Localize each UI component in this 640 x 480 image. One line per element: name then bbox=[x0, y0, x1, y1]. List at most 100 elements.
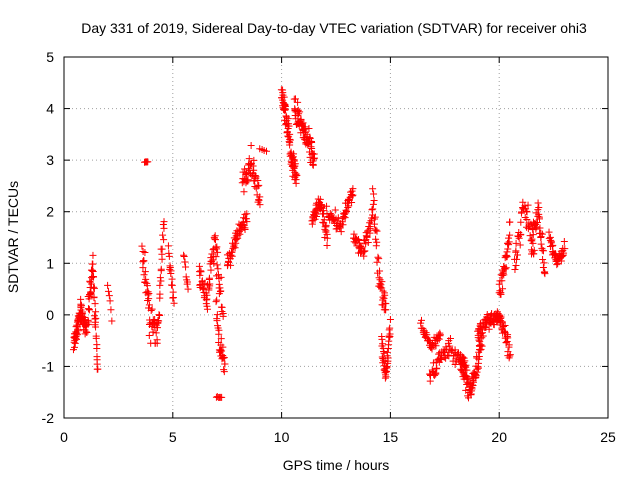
data-point-marker bbox=[378, 335, 386, 343]
data-point-marker bbox=[250, 166, 258, 174]
data-point-marker bbox=[93, 356, 101, 364]
data-point-marker bbox=[560, 238, 568, 246]
data-point-marker bbox=[374, 253, 382, 261]
data-point-marker bbox=[497, 313, 505, 321]
data-point-marker bbox=[285, 122, 293, 130]
data-point-marker bbox=[180, 251, 188, 259]
data-point-marker bbox=[74, 327, 82, 335]
data-point-marker bbox=[530, 246, 538, 254]
data-point-marker bbox=[90, 294, 98, 302]
data-point-marker bbox=[376, 276, 384, 284]
data-point-marker bbox=[182, 263, 190, 271]
data-point-marker bbox=[500, 322, 508, 330]
data-point-marker bbox=[364, 239, 372, 247]
data-point-marker bbox=[157, 277, 165, 285]
data-point-marker bbox=[379, 287, 387, 295]
data-point-marker bbox=[212, 298, 220, 306]
data-point-marker bbox=[250, 156, 258, 164]
data-point-marker bbox=[83, 329, 91, 337]
data-point-marker bbox=[184, 278, 192, 286]
data-point-marker bbox=[145, 331, 153, 339]
data-point-marker bbox=[521, 214, 529, 222]
data-point-marker bbox=[429, 359, 437, 367]
data-point-marker bbox=[159, 221, 167, 229]
data-point-marker bbox=[158, 250, 166, 258]
data-point-marker bbox=[213, 243, 221, 251]
data-point-marker bbox=[216, 284, 224, 292]
data-point-marker bbox=[504, 334, 512, 342]
data-point-marker bbox=[309, 161, 317, 169]
y-tick-label: -1 bbox=[42, 358, 55, 374]
data-point-marker bbox=[459, 354, 467, 362]
data-point-marker bbox=[369, 205, 377, 213]
data-point-marker bbox=[370, 220, 378, 228]
data-point-marker bbox=[515, 234, 523, 242]
data-point-marker bbox=[92, 308, 100, 316]
data-point-marker bbox=[366, 225, 374, 233]
data-point-marker bbox=[349, 191, 357, 199]
data-point-marker bbox=[428, 345, 436, 353]
data-point-marker bbox=[343, 208, 351, 216]
data-point-marker bbox=[141, 249, 149, 257]
data-point-marker bbox=[283, 113, 291, 121]
data-point-marker bbox=[212, 253, 220, 261]
data-point-marker bbox=[79, 312, 87, 320]
data-point-marker bbox=[240, 188, 248, 196]
data-point-marker bbox=[370, 190, 378, 198]
data-point-marker bbox=[184, 285, 192, 293]
data-point-marker bbox=[155, 317, 163, 325]
data-point-marker bbox=[292, 179, 300, 187]
data-point-marker bbox=[501, 265, 509, 273]
data-point-marker bbox=[242, 168, 250, 176]
data-point-marker bbox=[323, 234, 331, 242]
data-point-marker bbox=[255, 181, 263, 189]
data-point-marker bbox=[256, 193, 264, 201]
data-point-marker bbox=[73, 321, 81, 329]
data-point-marker bbox=[217, 335, 225, 343]
data-point-marker bbox=[169, 293, 177, 301]
data-point-marker bbox=[200, 285, 208, 293]
data-point-marker bbox=[180, 252, 188, 260]
data-point-marker bbox=[280, 93, 288, 101]
data-point-marker bbox=[417, 316, 425, 324]
y-tick-label: 0 bbox=[46, 307, 54, 323]
x-tick-label: 15 bbox=[383, 429, 399, 445]
data-point-marker bbox=[239, 218, 247, 226]
data-point-marker bbox=[470, 378, 478, 386]
data-point-marker bbox=[165, 252, 173, 260]
data-point-marker bbox=[219, 312, 227, 320]
data-point-marker bbox=[77, 302, 85, 310]
data-point-marker bbox=[213, 261, 221, 269]
data-point-marker bbox=[157, 267, 165, 275]
data-point-marker bbox=[167, 267, 175, 275]
data-point-marker bbox=[526, 232, 534, 240]
data-point-marker bbox=[355, 235, 363, 243]
data-point-marker bbox=[203, 305, 211, 313]
data-point-marker bbox=[517, 230, 525, 238]
data-point-marker bbox=[243, 210, 251, 218]
data-point-marker bbox=[370, 197, 378, 205]
data-point-marker bbox=[537, 240, 545, 248]
data-point-marker bbox=[446, 335, 454, 343]
data-point-marker bbox=[380, 356, 388, 364]
data-point-marker bbox=[215, 326, 223, 334]
data-point-marker bbox=[506, 231, 514, 239]
data-point-marker bbox=[383, 363, 391, 371]
data-point-marker bbox=[538, 230, 546, 238]
data-point-marker bbox=[379, 340, 387, 348]
data-point-marker bbox=[286, 136, 294, 144]
data-point-marker bbox=[166, 263, 174, 271]
data-point-marker bbox=[220, 368, 228, 376]
data-point-marker bbox=[219, 343, 227, 351]
data-point-marker bbox=[373, 238, 381, 246]
data-point-marker bbox=[306, 153, 314, 161]
data-point-marker bbox=[360, 252, 368, 260]
data-point-marker bbox=[363, 233, 371, 241]
data-point-marker bbox=[499, 285, 507, 293]
data-point-marker bbox=[460, 359, 468, 367]
data-point-marker bbox=[227, 248, 235, 256]
data-point-marker bbox=[435, 335, 443, 343]
data-point-marker bbox=[296, 108, 304, 116]
data-point-marker bbox=[139, 264, 147, 272]
data-point-marker bbox=[290, 150, 298, 158]
